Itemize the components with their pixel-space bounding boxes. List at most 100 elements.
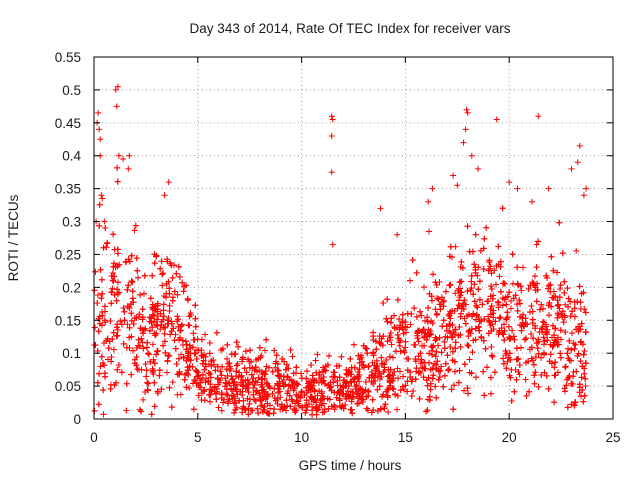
data-point (192, 302, 199, 309)
data-point (404, 324, 410, 331)
data-point (450, 406, 457, 413)
data-point (370, 349, 377, 356)
data-point (420, 327, 426, 334)
data-point (140, 330, 147, 337)
data-point (500, 355, 507, 362)
data-point (432, 353, 439, 360)
data-point (290, 370, 297, 377)
data-point (472, 231, 479, 238)
data-point (488, 390, 494, 397)
data-point (532, 322, 538, 329)
data-point (328, 403, 335, 410)
data-point (114, 164, 121, 171)
data-point (115, 152, 122, 159)
data-point (329, 116, 336, 123)
data-point (262, 396, 269, 403)
data-point (582, 360, 589, 367)
data-point (432, 337, 439, 344)
data-point (372, 370, 379, 377)
data-point (185, 350, 192, 357)
data-point (232, 399, 239, 406)
data-point (523, 335, 529, 342)
data-point (159, 282, 166, 289)
data-point (96, 222, 103, 229)
data-point (108, 300, 115, 307)
data-point (417, 360, 424, 367)
data-point (133, 345, 140, 351)
data-point (108, 273, 115, 279)
data-point (218, 407, 225, 414)
data-point (458, 258, 465, 265)
data-point (150, 356, 157, 363)
data-point (240, 403, 247, 410)
data-point (463, 106, 470, 113)
data-point (407, 277, 413, 284)
data-point (561, 314, 568, 321)
data-point (128, 371, 135, 378)
data-point (485, 267, 492, 274)
data-point (579, 387, 586, 394)
data-point (102, 319, 109, 326)
data-point (307, 393, 314, 400)
data-point (336, 362, 343, 369)
data-point (248, 371, 255, 378)
data-point (449, 321, 456, 328)
data-point (455, 302, 462, 309)
data-point (518, 327, 525, 334)
data-point (130, 321, 137, 327)
data-point (559, 308, 566, 315)
data-point (128, 278, 135, 284)
data-point (541, 341, 547, 348)
data-point (369, 396, 376, 403)
data-point (207, 398, 213, 405)
data-point (410, 388, 417, 394)
data-point (226, 363, 233, 370)
data-point (535, 338, 542, 345)
data-point (217, 377, 224, 384)
data-point (107, 318, 114, 324)
data-point (429, 297, 435, 304)
data-point (109, 277, 116, 284)
data-point (538, 354, 544, 361)
data-point (568, 357, 574, 364)
data-point (272, 397, 279, 404)
data-point (424, 314, 431, 321)
data-point (303, 390, 310, 396)
data-point (401, 349, 408, 356)
data-point (460, 300, 467, 307)
data-point (117, 318, 124, 325)
data-point (550, 267, 557, 274)
data-point (321, 406, 328, 413)
data-point (386, 353, 393, 360)
data-point (215, 404, 222, 411)
data-point (531, 361, 537, 368)
data-point (456, 367, 463, 374)
data-point (514, 185, 521, 192)
data-point (394, 406, 400, 413)
data-point (499, 302, 506, 309)
data-point (511, 336, 518, 343)
data-point (336, 374, 343, 381)
data-point (466, 356, 473, 363)
data-point (442, 288, 449, 295)
data-point (408, 378, 415, 385)
data-point (440, 383, 447, 390)
data-point (455, 379, 462, 386)
data-point (236, 398, 243, 404)
data-point (535, 350, 542, 357)
data-point (149, 365, 156, 372)
data-point (145, 387, 151, 394)
data-point (551, 332, 558, 339)
data-point (462, 301, 469, 308)
data-point (291, 385, 298, 392)
data-point (343, 366, 350, 373)
data-point (397, 368, 403, 375)
data-point (515, 369, 522, 375)
data-point (497, 288, 504, 295)
data-point (179, 321, 185, 328)
data-point (159, 270, 166, 277)
data-point (347, 355, 354, 362)
data-point (386, 371, 393, 378)
data-point (348, 364, 355, 371)
data-point (356, 392, 363, 399)
